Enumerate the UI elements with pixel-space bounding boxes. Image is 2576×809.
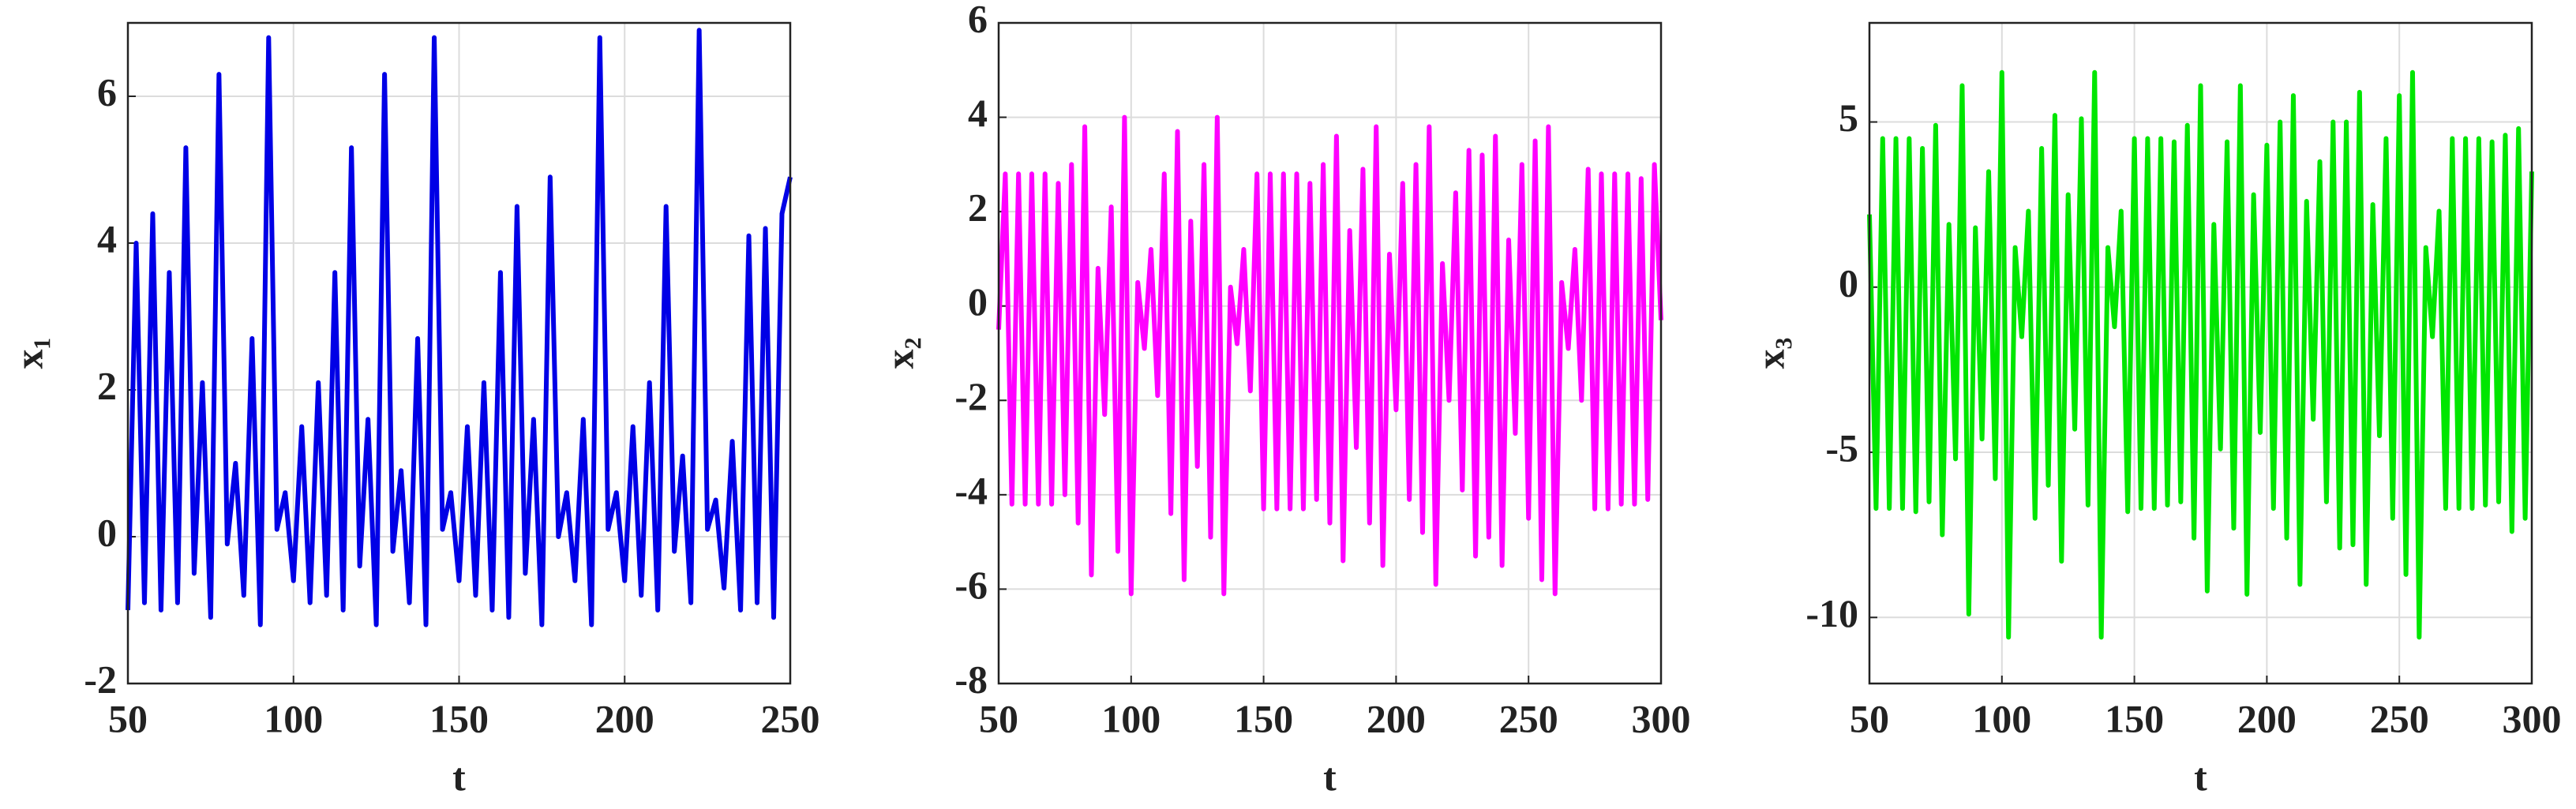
x-tick-label: 150 [429, 696, 489, 740]
y-tick-label: 2 [968, 185, 988, 230]
x-axis-label: t [1323, 755, 1337, 799]
y-tick-label: -6 [954, 563, 988, 607]
y-tick-label: 6 [968, 0, 988, 40]
x-tick-label: 100 [1101, 696, 1161, 740]
y-tick-label: 0 [97, 510, 117, 554]
x-tick-label: 100 [1972, 696, 2031, 740]
y-tick-label: 6 [97, 69, 117, 114]
x-tick-label: 50 [1850, 696, 1889, 740]
y-tick-label: -4 [954, 468, 988, 512]
x-tick-label: 100 [264, 696, 323, 740]
y-axis-label: x₂ [877, 338, 921, 369]
x-tick-label: 150 [2105, 696, 2164, 740]
x-tick-label: 300 [2503, 696, 2562, 740]
x-tick-label: 50 [979, 696, 1018, 740]
y-tick-label: -8 [954, 657, 988, 701]
data-line [1867, 69, 2534, 640]
x-axis-label: t [452, 755, 466, 799]
y-tick-label: 0 [1839, 260, 1858, 305]
y-axis-label: x₃ [1748, 338, 1792, 369]
y-tick-label: 5 [1839, 96, 1858, 140]
subplot: -2 0 2 4 6 50 100 150 200 250 t x₁ [6, 21, 820, 799]
plot-frame [1868, 21, 2533, 685]
x-tick-label: 250 [761, 696, 820, 740]
plot-frame [997, 21, 1663, 685]
y-tick-label: -10 [1805, 591, 1858, 635]
x-tick-label: 300 [1632, 696, 1691, 740]
subplot: -10 -5 0 5 50 100 150 200 250 300 t x₃ [1748, 21, 2562, 799]
x-tick-label: 250 [2370, 696, 2429, 740]
y-tick-label: -5 [1825, 426, 1858, 470]
data-line [126, 28, 793, 627]
plot-frame [126, 21, 792, 685]
x-tick-label: 250 [1499, 696, 1558, 740]
y-tick-label: 4 [97, 216, 117, 260]
y-tick-label: 0 [968, 279, 988, 324]
x-axis-label: t [2194, 755, 2207, 799]
subplot: -8 -6 -4 -2 0 2 4 6 50 100 150 200 250 300 t x₂ [877, 0, 1690, 799]
x-tick-label: 200 [595, 696, 654, 740]
y-tick-label: -2 [954, 374, 988, 418]
y-axis-label: x₁ [6, 338, 51, 369]
x-tick-label: 150 [1234, 696, 1293, 740]
x-tick-label: 200 [1367, 696, 1426, 740]
y-tick-label: 4 [968, 91, 988, 135]
data-line [996, 114, 1663, 597]
x-tick-label: 50 [108, 696, 148, 740]
y-tick-label: 2 [97, 363, 117, 407]
x-tick-label: 200 [2237, 696, 2297, 740]
y-tick-label: -2 [84, 657, 117, 701]
